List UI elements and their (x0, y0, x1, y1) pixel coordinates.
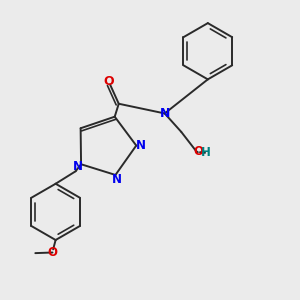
Text: O: O (47, 246, 58, 259)
Text: N: N (160, 107, 170, 120)
Text: N: N (136, 139, 146, 152)
Text: N: N (73, 160, 82, 173)
Text: H: H (201, 146, 211, 159)
Text: O: O (103, 75, 114, 88)
Text: N: N (112, 172, 122, 186)
Text: O: O (194, 146, 204, 158)
